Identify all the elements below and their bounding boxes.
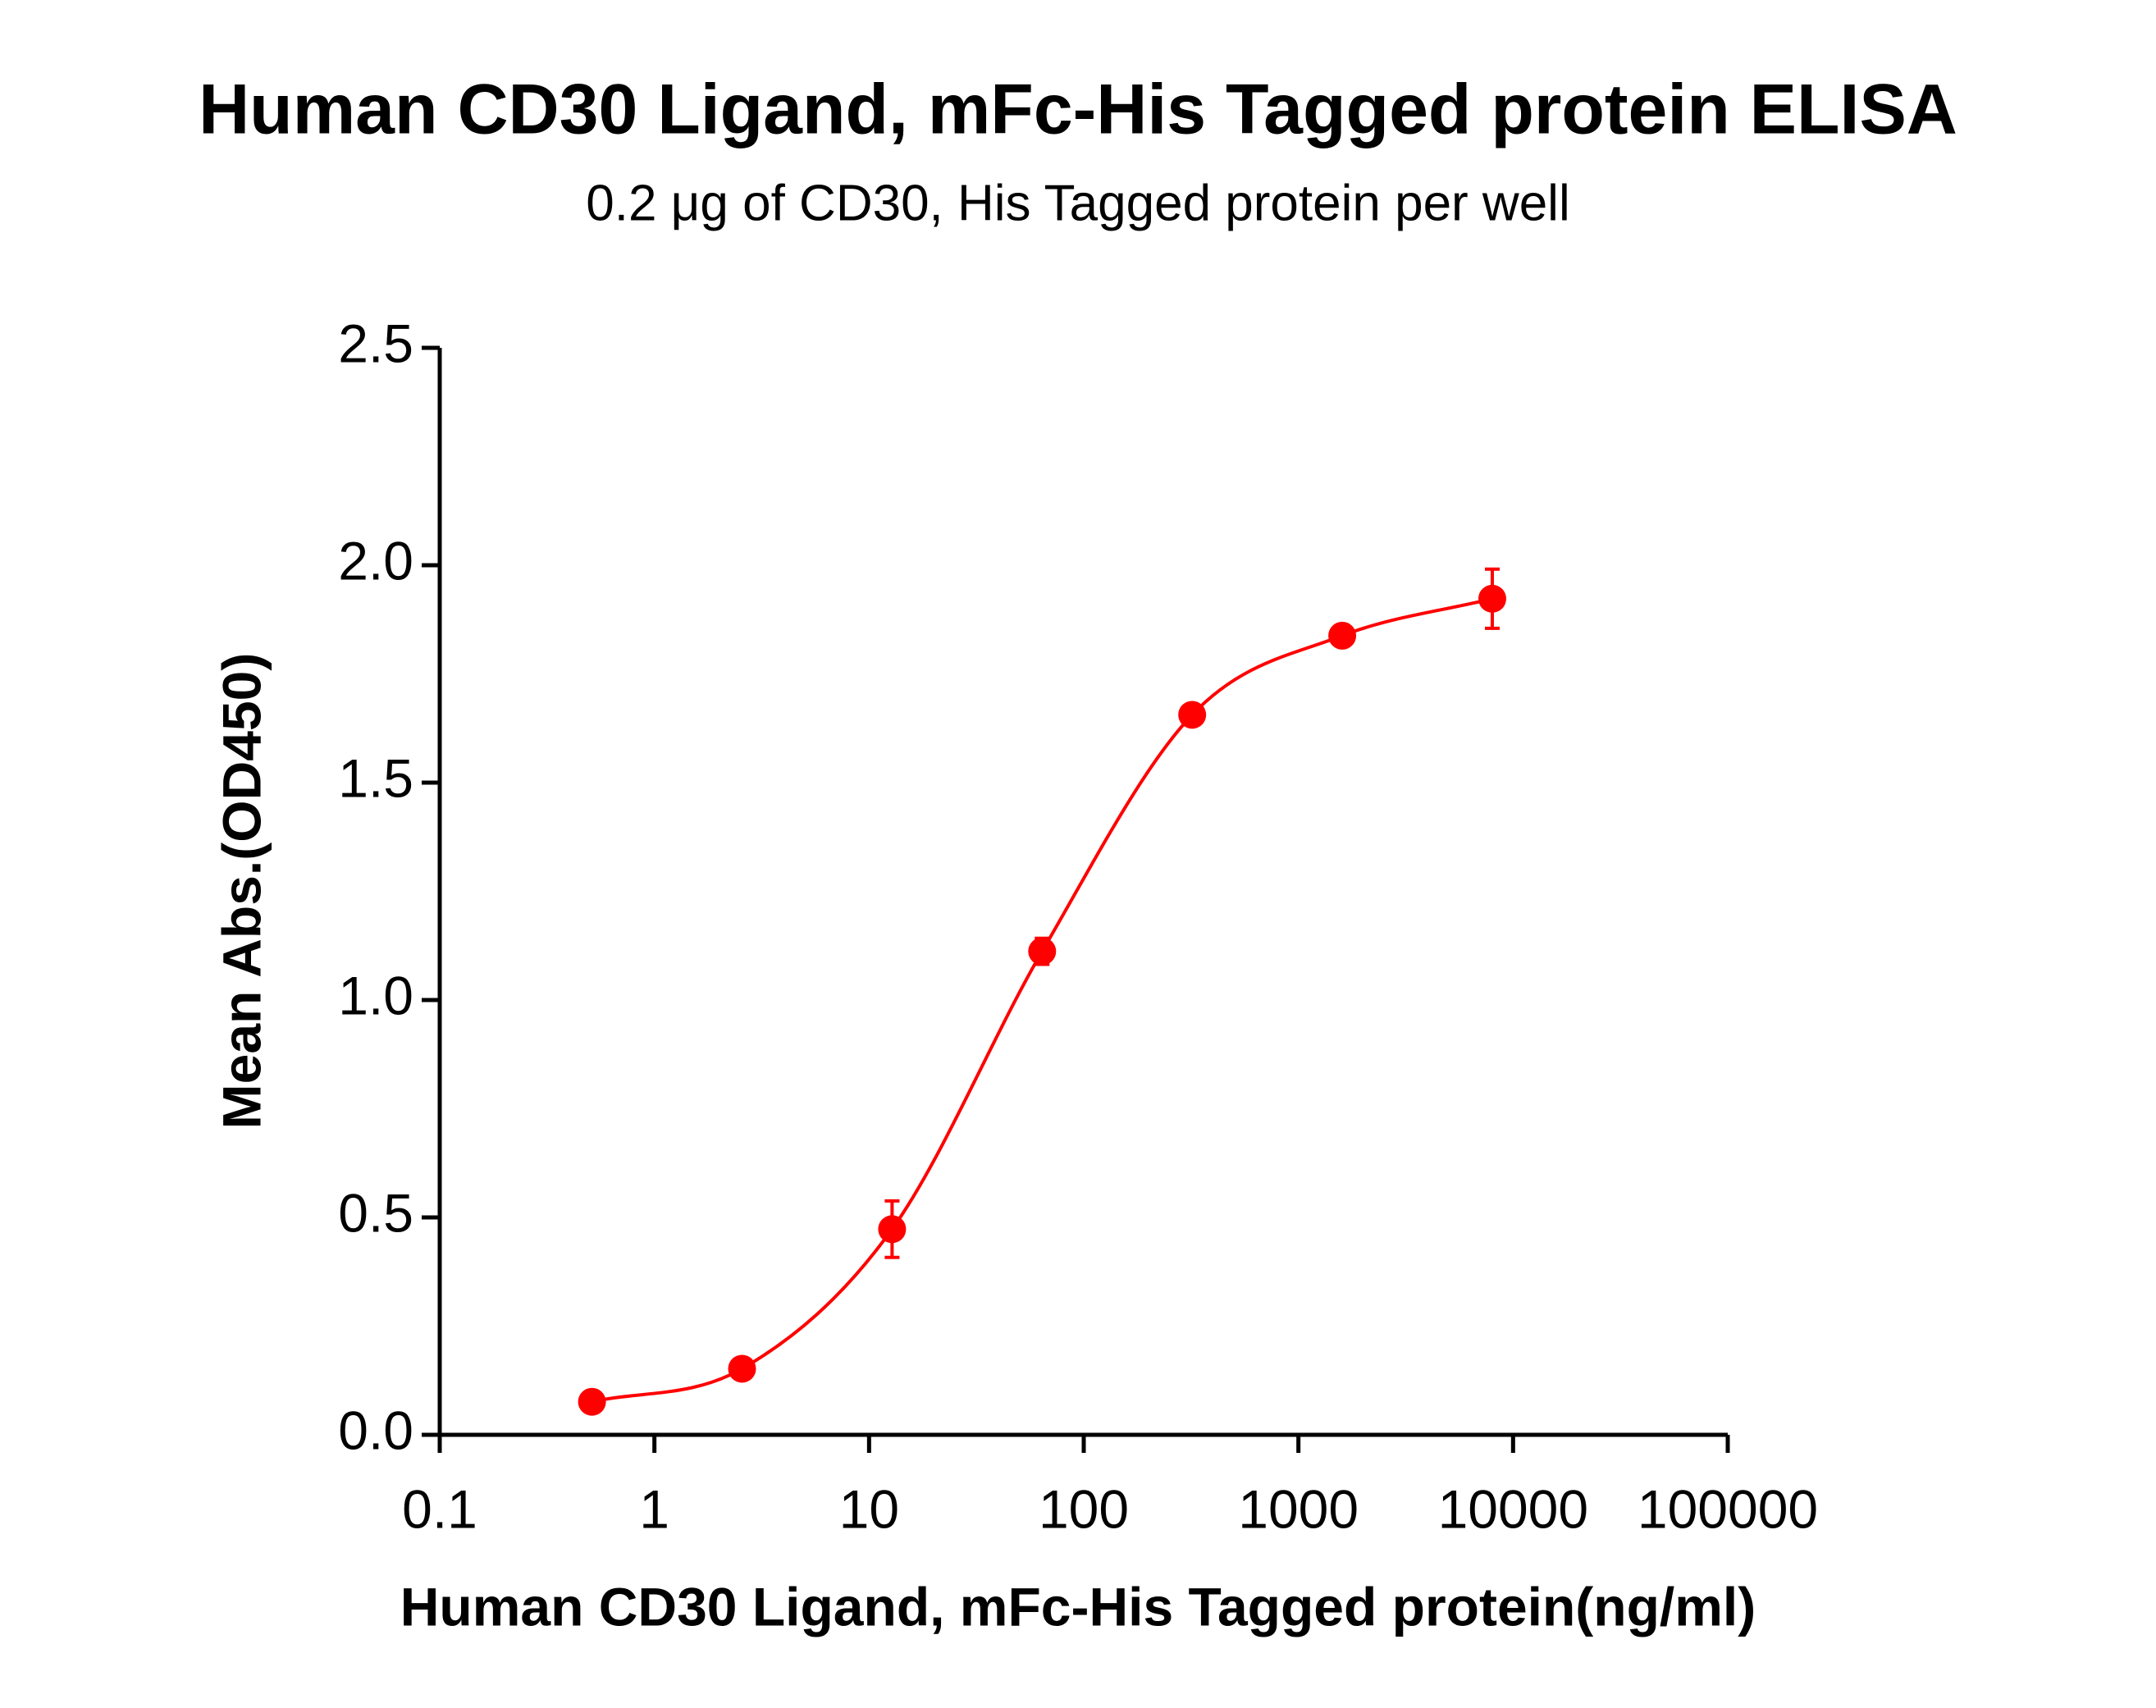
y-tick-label: 0.5: [338, 1182, 413, 1243]
x-tick-label: 10: [839, 1478, 899, 1539]
x-tick-label: 10000: [1438, 1478, 1589, 1539]
x-tick-label: 100: [1039, 1478, 1129, 1539]
x-tick-label: 100000: [1638, 1478, 1818, 1539]
fit-curve: [592, 596, 1493, 1404]
x-axis-title: Human CD30 Ligand, mFc-His Tagged protei…: [400, 1576, 1756, 1637]
data-point: [1328, 621, 1357, 650]
data-point: [878, 1215, 907, 1244]
chart-title: Human CD30 Ligand, mFc-His Tagged protei…: [199, 71, 1957, 149]
data-point: [1478, 584, 1506, 613]
data-point: [728, 1354, 756, 1383]
x-tick-label: 1000: [1238, 1478, 1359, 1539]
x-tick-label: 0.1: [402, 1478, 477, 1539]
data-point: [578, 1387, 606, 1416]
y-tick-label: 1.0: [338, 965, 413, 1025]
y-tick-label: 2.5: [338, 313, 413, 373]
y-tick-label: 2.0: [338, 530, 413, 591]
x-tick-label: 1: [639, 1478, 669, 1539]
chart-subtitle: 0.2 μg of CD30, His Tagged protein per w…: [586, 175, 1569, 231]
y-axis-title: Mean Abs.(OD450): [211, 653, 272, 1130]
data-point: [1028, 937, 1057, 966]
y-tick-label: 0.0: [338, 1400, 413, 1460]
y-tick-label: 1.5: [338, 747, 413, 808]
data-point: [1178, 701, 1207, 729]
